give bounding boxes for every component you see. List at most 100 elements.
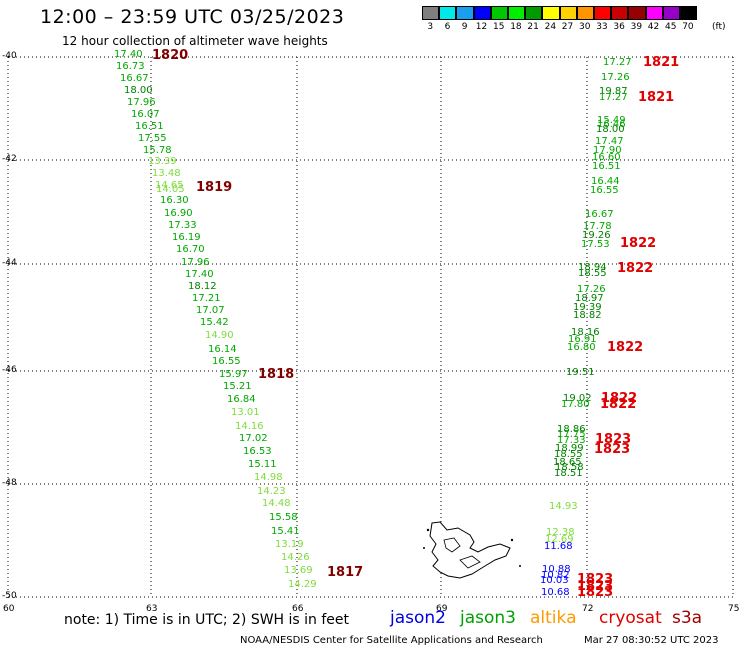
wave-height-value: 18.16	[571, 327, 600, 338]
wave-height-value: 16.55	[212, 356, 241, 367]
wave-height-value: 14.90	[205, 330, 234, 341]
wave-height-value: 16.14	[208, 344, 237, 355]
wave-height-value: 17.55	[138, 133, 167, 144]
wave-height-value: 16.55	[590, 185, 619, 196]
wave-height-value: 18.12	[188, 281, 217, 292]
wave-height-value: 16.60	[592, 152, 621, 163]
pass-label: 1822	[617, 261, 654, 276]
pass-label: 1822	[607, 340, 644, 355]
wave-height-value: 16.19	[172, 232, 201, 243]
wave-height-value: 18.82	[573, 310, 602, 321]
colorbar-label: 3	[427, 22, 434, 32]
wave-height-value: 10.82	[541, 570, 570, 581]
colorbar-swatch	[422, 6, 440, 20]
colorbar-label: 21	[527, 22, 539, 32]
latitude-label: -50	[2, 591, 17, 601]
wave-height-value: 17.75	[557, 429, 586, 440]
wave-height-value: 16.90	[164, 208, 193, 219]
wave-height-value: 16.73	[116, 61, 145, 72]
wave-height-value: 13.39	[148, 156, 177, 167]
wave-height-value: 19.39	[573, 302, 602, 313]
colorbar-swatch	[490, 6, 508, 20]
wave-height-value: 15.11	[248, 459, 277, 470]
credit-text: NOAA/NESDIS Center for Satellite Applica…	[240, 635, 543, 646]
wave-height-value: 15.41	[271, 526, 300, 537]
wave-height-value: 17.96	[127, 97, 156, 108]
wave-height-value: 13.19	[275, 539, 304, 550]
colorbar-label: 15	[493, 22, 505, 32]
pass-label: 1821	[638, 90, 675, 105]
latitude-label: -40	[2, 51, 17, 61]
wave-height-value: 17.26	[577, 284, 606, 295]
wave-height-value: 17.02	[239, 433, 268, 444]
wave-height-value: 14.93	[549, 501, 578, 512]
wave-height-value: 15.49	[597, 115, 626, 126]
pass-label: 1822	[601, 391, 638, 406]
pass-label: 1817	[327, 565, 364, 580]
map-grid	[7, 56, 734, 598]
colorbar-swatch	[576, 6, 594, 20]
colorbar-label: 24	[544, 22, 557, 32]
colorbar-swatch	[645, 6, 663, 20]
wave-height-value: 16.46	[597, 119, 626, 130]
colorbar-swatch	[473, 6, 491, 20]
colorbar-label: 9	[461, 22, 468, 32]
wave-height-value: 16.30	[160, 195, 189, 206]
longitude-label: 66	[292, 604, 304, 614]
pass-label: 1822	[620, 236, 657, 251]
longitude-label: 72	[582, 604, 594, 614]
wave-height-value: 16.44	[591, 176, 620, 187]
mission-legend-item: altika	[530, 608, 577, 628]
pass-label: 1823	[577, 585, 614, 600]
wave-height-value: 15.97	[219, 369, 248, 380]
colorbar-swatch	[542, 6, 560, 20]
wave-height-value: 17.47	[595, 136, 624, 147]
wave-height-value: 14.48	[262, 498, 291, 509]
colorbar-label: 27	[561, 22, 574, 32]
wave-height-value: 15.78	[143, 145, 172, 156]
pass-label: 1823	[595, 432, 632, 447]
wave-height-value: 14.65	[155, 180, 184, 191]
wave-height-value: 17.80	[561, 399, 590, 410]
wave-height-value: 17.21	[192, 293, 221, 304]
colorbar-label: 39	[630, 22, 643, 32]
wave-height-value: 14.98	[254, 472, 283, 483]
wave-height-value: 16.51	[135, 121, 164, 132]
wave-height-value: 17.26	[601, 72, 630, 83]
wave-height-value: 17.33	[168, 220, 197, 231]
page-title: 12:00 – 23:59 UTC 03/25/2023	[40, 6, 345, 28]
wave-height-value: 15.21	[223, 381, 252, 392]
wave-height-value: 16.51	[592, 161, 621, 172]
colorbar-swatch	[559, 6, 577, 20]
wave-height-value: 18.51	[554, 468, 583, 479]
wave-height-value: 17.33	[557, 435, 586, 446]
wave-height-value: 18.86	[557, 424, 586, 435]
wave-height-value: 16.80	[567, 342, 596, 353]
wave-height-value: 17.40	[185, 269, 214, 280]
wave-height-value: 18.99	[555, 443, 584, 454]
wave-height-value: 16.70	[176, 244, 205, 255]
colorbar-swatch	[594, 6, 612, 20]
pass-label: 1823	[577, 579, 614, 594]
wave-height-value: 18.58	[555, 462, 584, 473]
colorbar-swatch	[662, 6, 680, 20]
longitude-label: 63	[146, 604, 158, 614]
wave-height-value: 16.91	[568, 334, 597, 345]
wave-height-value: 17.27	[603, 57, 632, 68]
wave-height-value: 17.53	[581, 239, 610, 250]
wave-height-value: 13.01	[231, 407, 260, 418]
wave-height-value: 18.65	[553, 457, 582, 468]
wave-height-value: 19.26	[582, 230, 611, 241]
latitude-label: -44	[2, 258, 17, 268]
wave-height-value: 17.78	[583, 221, 612, 232]
latitude-label: -48	[2, 478, 17, 488]
colorbar-label: 6	[444, 22, 451, 32]
wave-height-value: 10.03	[540, 575, 569, 586]
wave-height-value: 13.48	[152, 168, 181, 179]
wave-height-value: 14.05	[156, 184, 185, 195]
colorbar-swatch	[628, 6, 646, 20]
wave-height-value: 16.67	[120, 73, 149, 84]
colorbar-unit: (ft)	[712, 22, 726, 32]
